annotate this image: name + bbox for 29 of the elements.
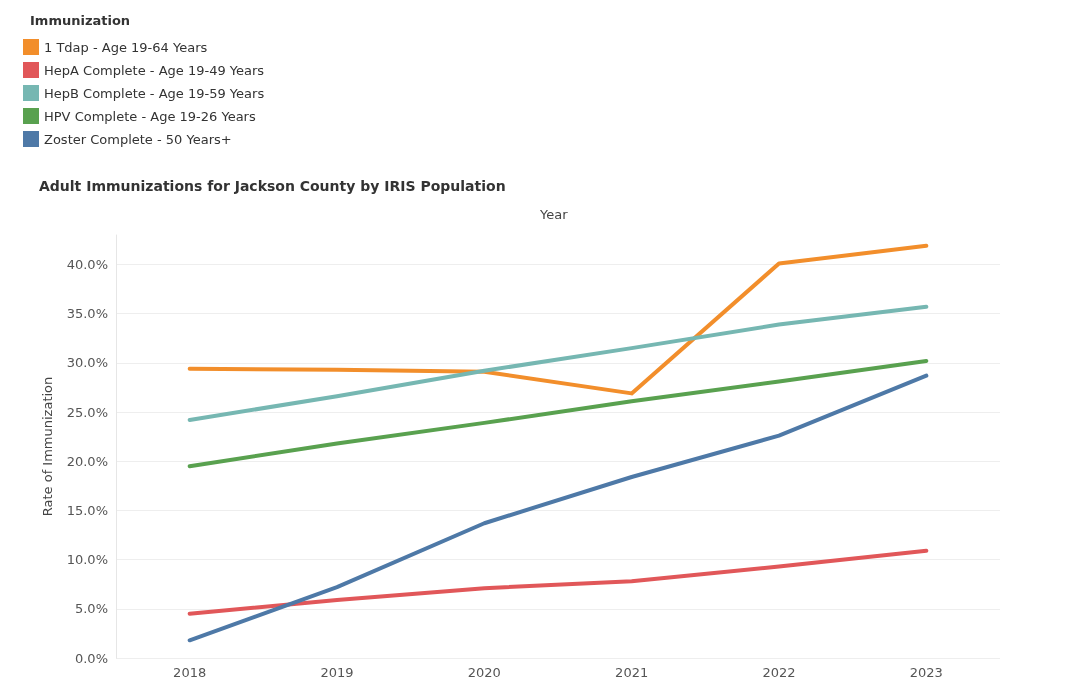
- legend-title: Immunization: [30, 13, 131, 28]
- line-series: [187, 373, 929, 643]
- y-tick-label: 10.0%: [66, 552, 108, 568]
- x-tick-label: 2022: [762, 665, 796, 680]
- legend-label: HepA Complete - Age 19-49 Years: [44, 62, 265, 78]
- x-axis-title: Year: [539, 207, 569, 222]
- chart-title: Adult Immunizations for Jackson County by IRIS Population: [39, 178, 506, 194]
- x-tick-label: 2019: [320, 665, 354, 680]
- legend-label: HPV Complete - Age 19-26 Years: [44, 108, 256, 124]
- y-tick-label: 30.0%: [66, 355, 108, 371]
- legend-label: HepB Complete - Age 19-59 Years: [44, 85, 265, 101]
- y-tick-label: 15.0%: [66, 502, 108, 518]
- legend-label: Zoster Complete - 50 Years+: [44, 131, 232, 147]
- line-series: [187, 358, 929, 469]
- x-tick-label: 2020: [467, 665, 501, 680]
- y-axis-title: Rate of Immunization: [40, 376, 55, 517]
- x-tick-label: 2018: [173, 665, 207, 680]
- line-series: [187, 243, 929, 396]
- x-tick-label: 2021: [615, 665, 649, 680]
- y-tick-label: 25.0%: [66, 404, 108, 420]
- y-tick-label: 40.0%: [66, 257, 108, 273]
- legend-label: 1 Tdap - Age 19-64 Years: [44, 39, 208, 55]
- y-tick-label: 35.0%: [66, 306, 108, 322]
- y-tick-label: 20.0%: [66, 453, 108, 469]
- y-tick-label: 0.0%: [74, 650, 108, 666]
- y-tick-label: 5.0%: [74, 601, 108, 617]
- line-series: [187, 548, 929, 616]
- x-tick-label: 2023: [909, 665, 943, 680]
- line-series: [187, 304, 929, 422]
